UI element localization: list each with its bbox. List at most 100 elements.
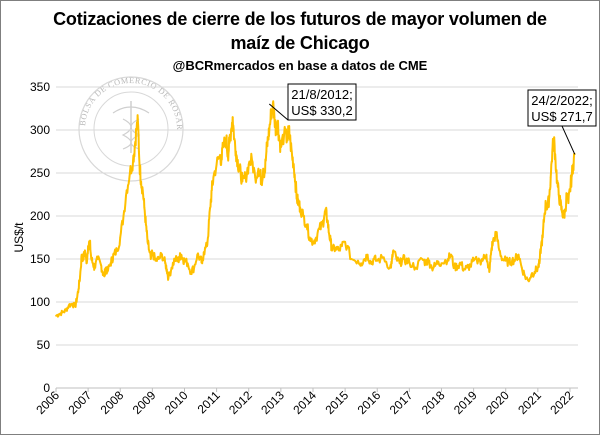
data-point [61, 311, 64, 314]
data-point [546, 206, 549, 209]
data-point [533, 271, 536, 273]
chart-subtitle: @BCRmercados en base a datos de CME [172, 58, 428, 73]
data-point [569, 189, 571, 192]
callout-value: US$ 271,7 [531, 109, 592, 124]
y-tick-label: 300 [30, 123, 50, 137]
data-point [215, 163, 218, 166]
data-point [77, 288, 80, 290]
x-tick-label: 2011 [195, 388, 223, 416]
data-point [138, 163, 141, 166]
data-point [567, 202, 570, 205]
x-tick-label: 2006 [33, 388, 62, 417]
data-point [287, 129, 290, 131]
data-point [373, 258, 375, 260]
data-point [234, 150, 237, 153]
data-point [181, 258, 184, 260]
data-point [530, 273, 533, 276]
data-point [146, 240, 149, 243]
data-point [524, 275, 526, 278]
callout-date: 24/2/2022; [531, 93, 592, 108]
data-point [414, 266, 417, 269]
data-point [491, 240, 494, 243]
data-point [337, 249, 340, 252]
data-point [440, 262, 443, 265]
data-point [112, 253, 115, 256]
data-point [186, 262, 189, 265]
x-tick-label: 2022 [547, 388, 576, 417]
data-point [421, 258, 424, 260]
y-tick-label: 150 [30, 252, 50, 266]
data-point [267, 137, 269, 140]
data-point [55, 314, 57, 317]
data-point [133, 146, 136, 149]
x-tick-label: 2007 [65, 388, 94, 417]
data-point [137, 120, 139, 123]
data-point [270, 111, 273, 114]
data-point [177, 259, 179, 262]
data-point [135, 129, 138, 131]
data-point [488, 268, 491, 271]
data-point [408, 261, 411, 264]
data-point [75, 297, 78, 300]
data-point [447, 258, 449, 260]
data-point [402, 258, 404, 260]
chart-title-line-2: maíz de Chicago [230, 33, 370, 53]
data-point [128, 172, 131, 174]
data-point [340, 245, 343, 248]
data-point [140, 180, 143, 183]
data-point [517, 253, 520, 256]
data-point [67, 304, 70, 307]
data-point [472, 259, 475, 262]
data-point [395, 258, 398, 260]
data-point [178, 256, 181, 259]
data-point [85, 262, 88, 265]
data-point [157, 258, 160, 260]
data-point [427, 259, 430, 262]
data-point [538, 262, 541, 265]
data-point [244, 176, 247, 179]
data-point [485, 253, 488, 256]
data-point [201, 262, 204, 265]
data-point [193, 266, 196, 269]
data-point [424, 261, 427, 264]
data-point [479, 259, 481, 262]
data-point [508, 261, 510, 264]
data-point [239, 172, 242, 174]
data-point [141, 189, 144, 192]
data-point [220, 159, 223, 162]
data-point [238, 167, 241, 170]
data-point [119, 236, 122, 239]
data-point [291, 154, 294, 157]
data-point [434, 264, 436, 267]
data-point [292, 163, 295, 166]
x-tick-label: 2017 [387, 388, 416, 417]
data-point [106, 271, 109, 273]
data-point [463, 268, 465, 271]
y-tick-label: 350 [30, 80, 50, 94]
data-point [392, 249, 395, 252]
data-point [92, 262, 94, 265]
data-point [543, 215, 546, 217]
data-point [398, 262, 401, 265]
data-point [321, 223, 324, 226]
data-point [363, 258, 366, 260]
data-point [279, 146, 282, 149]
data-point [323, 215, 326, 217]
data-point [541, 236, 544, 239]
data-point [551, 150, 554, 153]
y-axis-title: US$/t [12, 222, 26, 253]
data-point [100, 264, 102, 266]
data-point [84, 249, 86, 252]
data-point [456, 264, 459, 267]
data-point [276, 120, 279, 123]
data-point [103, 275, 106, 278]
series-layer [55, 100, 576, 318]
data-point [487, 266, 489, 269]
data-point [260, 180, 263, 183]
data-point [344, 240, 347, 243]
data-point [498, 249, 501, 252]
data-point [536, 266, 539, 269]
data-point [553, 137, 555, 140]
data-point [257, 167, 260, 170]
